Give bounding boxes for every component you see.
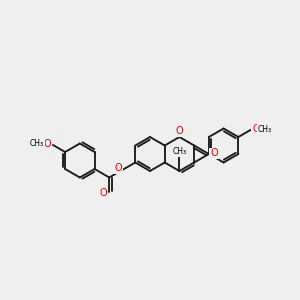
Text: O: O xyxy=(176,127,183,136)
Text: O: O xyxy=(115,163,122,173)
Text: O: O xyxy=(100,188,107,199)
Text: O: O xyxy=(252,124,260,134)
Text: CH₃: CH₃ xyxy=(30,140,44,148)
Text: O: O xyxy=(44,139,51,149)
Text: CH₃: CH₃ xyxy=(172,148,187,157)
Text: O: O xyxy=(210,148,218,158)
Text: CH₃: CH₃ xyxy=(257,124,272,134)
